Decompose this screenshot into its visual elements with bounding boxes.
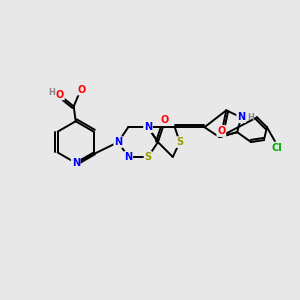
Text: O: O (56, 89, 64, 100)
Text: N: N (72, 158, 80, 168)
Text: H: H (49, 88, 56, 97)
Text: N: N (114, 137, 122, 147)
Text: S: S (145, 152, 152, 162)
Text: O: O (77, 85, 86, 94)
Text: Cl: Cl (272, 143, 282, 153)
Text: N: N (124, 152, 132, 162)
Text: N: N (144, 122, 152, 132)
Text: O: O (217, 126, 226, 136)
Text: O: O (161, 115, 169, 125)
Text: S: S (176, 137, 183, 147)
Text: H: H (248, 113, 254, 122)
Text: N: N (237, 112, 245, 122)
